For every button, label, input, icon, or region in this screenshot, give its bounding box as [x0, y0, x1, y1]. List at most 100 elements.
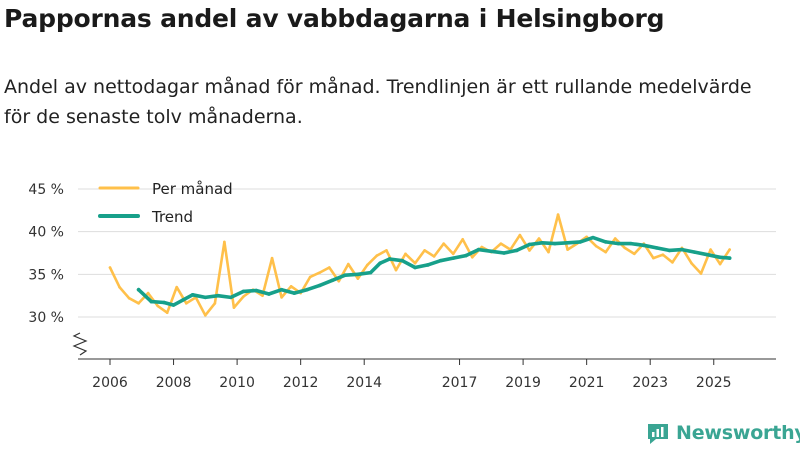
newsworthy-logo: Newsworthy: [646, 421, 800, 445]
data-point-monthly: [108, 266, 112, 269]
data-point-trend: [705, 252, 710, 257]
data-point-trend: [228, 295, 233, 300]
data-point-monthly: [327, 266, 331, 269]
data-point-trend: [305, 287, 309, 292]
data-point-trend: [149, 299, 154, 304]
data-point-trend: [629, 241, 633, 246]
data-point-monthly: [242, 295, 245, 298]
data-point-trend: [553, 241, 557, 246]
data-point-monthly: [423, 249, 426, 252]
data-point-trend: [489, 249, 494, 254]
data-point-trend: [514, 248, 519, 253]
x-tick-label: 2010: [219, 375, 255, 391]
data-point-monthly: [661, 253, 665, 257]
data-point-monthly: [718, 262, 722, 266]
data-point-trend: [680, 247, 684, 252]
data-point-trend: [162, 300, 166, 305]
data-point-trend: [591, 235, 595, 240]
data-point-monthly: [652, 256, 655, 260]
data-point-trend: [540, 240, 544, 245]
data-point-trend: [181, 298, 185, 302]
data-point-monthly: [404, 252, 407, 256]
data-point-monthly: [537, 237, 541, 240]
x-tick-label: 2008: [156, 375, 192, 391]
data-point-monthly: [356, 277, 360, 280]
data-point-monthly: [213, 302, 217, 305]
data-point-trend: [616, 241, 621, 246]
data-point-monthly: [709, 248, 712, 251]
data-point-trend: [387, 257, 392, 261]
data-point-monthly: [432, 255, 436, 258]
y-tick-label: 40 %: [28, 225, 64, 241]
y-axis-ticks: 30 % 35 % 40 % 45 %: [28, 182, 64, 326]
data-point-monthly: [470, 255, 474, 259]
data-point-monthly: [232, 306, 236, 309]
data-point-monthly: [118, 285, 121, 289]
x-axis-ticks: 2006 2008 2010 2012 2014 2017 2019 2021 2023 2025: [92, 359, 732, 391]
data-point-monthly: [566, 248, 569, 251]
x-tick-label: 2025: [696, 375, 732, 391]
data-point-monthly: [413, 261, 417, 265]
data-point-trend: [667, 248, 672, 253]
data-point-monthly: [671, 261, 674, 264]
data-point-trend: [476, 247, 481, 252]
data-point-monthly: [175, 285, 179, 289]
data-point-trend: [216, 293, 220, 298]
data-point-trend: [438, 258, 443, 263]
data-point-monthly: [337, 279, 341, 283]
data-point-monthly: [261, 294, 264, 297]
data-point-monthly: [633, 252, 636, 256]
data-point-monthly: [613, 237, 617, 240]
data-point-trend: [502, 251, 506, 255]
data-point-monthly: [280, 296, 283, 299]
data-point-monthly: [289, 284, 293, 288]
y-tick-label: 30 %: [28, 310, 64, 326]
data-point-monthly: [308, 275, 312, 279]
grid-lines: [78, 188, 776, 318]
data-point-trend: [413, 265, 417, 270]
x-tick-label: 2023: [632, 375, 668, 391]
data-point-monthly: [699, 272, 703, 275]
x-axis: [72, 332, 776, 360]
data-point-monthly: [556, 213, 560, 216]
data-point-trend: [692, 250, 697, 254]
data-point-monthly: [156, 304, 159, 308]
data-point-trend: [343, 273, 347, 277]
data-point-trend: [254, 288, 258, 293]
data-point-trend: [203, 295, 208, 300]
data-point-monthly: [480, 245, 484, 249]
chart-subtitle: Andel av nettodagar månad för månad. Tre…: [4, 76, 752, 128]
legend-label-trend: Trend: [151, 208, 193, 226]
data-point-trend: [718, 255, 722, 260]
y-tick-label: 35 %: [28, 267, 64, 283]
data-point-monthly: [604, 250, 608, 254]
data-point-trend: [279, 287, 284, 292]
data-point-trend: [241, 289, 246, 294]
data-point-monthly: [451, 252, 455, 256]
data-point-monthly: [499, 242, 503, 245]
data-point-trend: [267, 292, 271, 296]
legend-label-monthly: Per månad: [152, 180, 233, 198]
data-point-monthly: [184, 302, 188, 305]
data-point-trend: [136, 287, 141, 292]
data-point-monthly: [442, 242, 445, 245]
x-tick-label: 2014: [346, 375, 382, 391]
x-tick-label: 2012: [283, 375, 319, 391]
data-point-monthly: [394, 268, 398, 272]
chart-title: Pappornas andel av vabbdagarna i Helsing…: [4, 4, 665, 33]
data-point-trend: [378, 261, 382, 266]
data-point-trend: [317, 283, 322, 288]
y-tick-label: 45 %: [28, 182, 64, 198]
data-point-monthly: [518, 233, 522, 237]
series-lines: [108, 213, 732, 317]
data-point-trend: [654, 246, 659, 250]
data-point-monthly: [728, 248, 731, 251]
data-point-monthly: [375, 254, 379, 257]
data-point-trend: [527, 242, 532, 247]
data-point-monthly: [146, 291, 150, 295]
data-point-monthly: [594, 244, 598, 248]
x-tick-label: 2019: [505, 375, 541, 391]
data-point-monthly: [270, 256, 274, 260]
data-point-trend: [578, 240, 583, 244]
